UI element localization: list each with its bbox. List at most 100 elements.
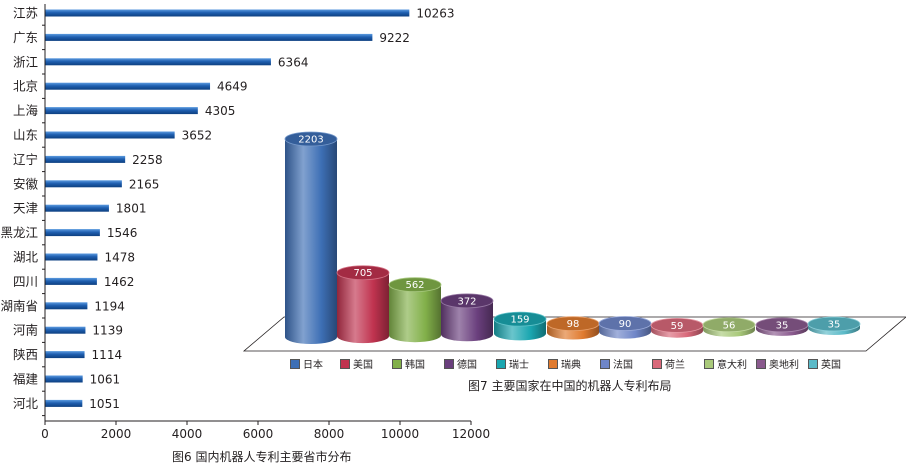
value-label: 1801 xyxy=(116,202,147,216)
bar xyxy=(45,9,410,17)
value-label: 6364 xyxy=(278,55,309,69)
cylinder-body xyxy=(285,139,337,344)
legend-label: 德国 xyxy=(457,360,477,371)
legend-label: 美国 xyxy=(353,360,373,371)
legend-item: 瑞典 xyxy=(548,356,600,371)
legend-label: 荷兰 xyxy=(665,360,685,371)
category-label: 浙江 xyxy=(13,54,38,69)
legend-swatch xyxy=(392,358,402,369)
value-label: 90 xyxy=(619,319,632,330)
category-label: 黑龙江 xyxy=(0,225,38,240)
value-label: 1546 xyxy=(107,226,138,240)
legend-label: 法国 xyxy=(613,360,633,371)
cylinder-bar: 56 xyxy=(702,317,756,337)
legend-item: 法国 xyxy=(600,356,652,371)
value-label: 2258 xyxy=(132,153,163,167)
category-label: 河北 xyxy=(13,396,39,411)
bar xyxy=(45,107,198,115)
cylinder-top xyxy=(493,311,547,327)
legend-item: 韩国 xyxy=(392,356,444,371)
value-label: 35 xyxy=(776,320,789,331)
legend-swatch xyxy=(704,358,714,369)
legend-swatch xyxy=(652,358,662,369)
value-label: 2203 xyxy=(298,135,323,146)
bar xyxy=(45,131,175,139)
category-label: 辽宁 xyxy=(13,152,38,167)
cylinder-body xyxy=(337,272,389,344)
bar xyxy=(45,82,211,90)
cylinder-body xyxy=(441,300,493,342)
value-label: 372 xyxy=(457,296,476,307)
value-label: 4649 xyxy=(217,80,248,94)
value-label: 1114 xyxy=(92,348,123,362)
value-label: 2165 xyxy=(129,177,160,191)
value-label: 59 xyxy=(671,321,684,332)
cylinder-bar: 705 xyxy=(336,265,390,344)
x-tick-label: 12000 xyxy=(452,427,490,441)
value-label: 10263 xyxy=(416,7,454,21)
value-label: 9222 xyxy=(379,31,410,45)
legend-label: 瑞典 xyxy=(561,360,581,371)
category-label: 河南 xyxy=(13,323,38,338)
legend-item: 奥地利 xyxy=(756,356,808,371)
x-tick-label: 8000 xyxy=(314,427,345,441)
category-label: 四川 xyxy=(13,274,38,289)
cylinder-bar: 562 xyxy=(388,277,442,343)
chart6-caption: 图6 国内机器人专利主要省市分布 xyxy=(172,450,352,464)
category-label: 山东 xyxy=(13,128,38,143)
category-label: 安徽 xyxy=(13,176,39,191)
x-tick-label: 2000 xyxy=(101,427,132,441)
legend-item: 荷兰 xyxy=(652,356,704,371)
value-label: 4305 xyxy=(205,104,236,118)
bar xyxy=(45,155,126,163)
cylinder-bar: 2203 xyxy=(284,131,338,344)
cylinder-top xyxy=(284,131,338,147)
legend-item: 美国 xyxy=(340,356,392,371)
chart7-caption: 图7 主要国家在中国的机器人专利布局 xyxy=(468,379,672,393)
bar xyxy=(45,375,83,383)
category-label: 陕西 xyxy=(13,347,38,362)
legend-swatch xyxy=(496,358,506,369)
legend-label: 日本 xyxy=(303,360,323,371)
legend-item: 德国 xyxy=(444,356,496,371)
bar xyxy=(45,253,98,261)
legend-label: 奥地利 xyxy=(769,360,799,371)
cylinder-top xyxy=(807,316,861,332)
bar xyxy=(45,277,97,285)
bar xyxy=(45,399,83,407)
cylinder-bar: 98 xyxy=(546,316,600,340)
value-label: 98 xyxy=(567,319,580,330)
legend-item: 意大利 xyxy=(704,356,756,371)
x-tick-label: 6000 xyxy=(243,427,274,441)
bar xyxy=(45,302,88,310)
category-label: 湖南省 xyxy=(0,298,38,313)
legend: 日本 美国 韩国 德国 瑞士 瑞典 法国 荷兰 意大利 奥地利 英国 xyxy=(290,356,860,371)
legend-swatch xyxy=(444,358,454,369)
bar xyxy=(45,326,86,334)
bar xyxy=(45,58,271,66)
legend-swatch xyxy=(808,358,818,369)
legend-label: 韩国 xyxy=(405,360,425,371)
cylinder-top xyxy=(336,265,390,281)
cylinder-bar: 35 xyxy=(807,316,861,335)
value-label: 1478 xyxy=(104,251,135,265)
legend-swatch xyxy=(340,358,350,369)
value-label: 1462 xyxy=(104,275,135,289)
value-label: 1051 xyxy=(89,397,120,411)
category-label: 上海 xyxy=(13,103,39,118)
legend-label: 瑞士 xyxy=(509,360,529,371)
category-label: 广东 xyxy=(13,30,38,45)
category-label: 江苏 xyxy=(13,6,38,21)
cylinder-top xyxy=(388,277,442,293)
cylinder-top xyxy=(440,293,494,309)
category-label: 福建 xyxy=(13,372,39,387)
bar xyxy=(45,351,85,359)
legend-label: 英国 xyxy=(821,360,841,371)
legend-label: 意大利 xyxy=(717,360,747,371)
cylinder-bar: 372 xyxy=(440,293,494,342)
legend-item: 英国 xyxy=(808,356,860,371)
x-tick-label: 0 xyxy=(41,427,49,441)
legend-item: 日本 xyxy=(290,356,340,371)
